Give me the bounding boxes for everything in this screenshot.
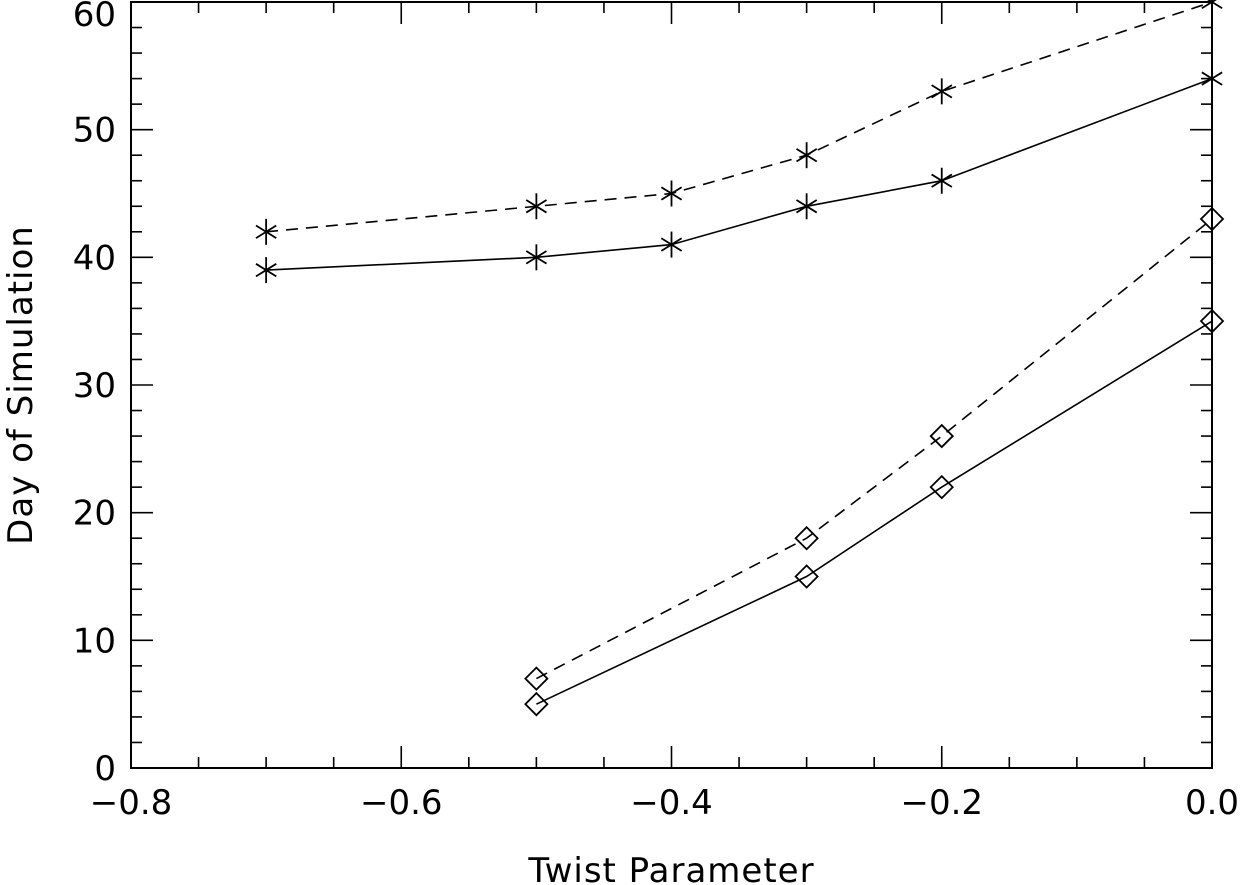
x-tick-label: −0.2 <box>900 783 983 823</box>
y-tick-label: 10 <box>73 621 116 661</box>
asterisk-marker <box>255 218 277 245</box>
y-tick-label: 0 <box>94 749 116 789</box>
x-tick-label: 0.0 <box>1185 783 1239 823</box>
diamond-marker <box>929 423 955 449</box>
asterisk-marker <box>255 257 277 284</box>
x-axis-title: Twist Parameter <box>527 851 814 885</box>
diamond-marker <box>929 474 955 500</box>
series-line-2 <box>266 77 1213 271</box>
asterisk-marker <box>931 167 953 194</box>
plot-frame <box>130 1 1213 769</box>
series-line-4 <box>536 320 1213 705</box>
x-tick-label: −0.8 <box>90 783 173 823</box>
y-tick-label: 30 <box>73 366 116 406</box>
y-tick-label: 40 <box>73 238 116 278</box>
diamond-marker <box>524 666 549 691</box>
x-tick-label: −0.6 <box>360 783 443 823</box>
axis-ticks <box>130 1 1213 769</box>
y-axis-title: Day of Simulation <box>1 225 41 545</box>
y-tick-label: 50 <box>73 111 116 151</box>
x-tick-label: −0.4 <box>630 783 713 823</box>
diamond-marker <box>524 691 549 717</box>
asterisk-marker <box>796 193 818 220</box>
asterisk-marker <box>660 231 683 258</box>
asterisk-marker <box>796 142 818 169</box>
asterisk-marker <box>931 78 953 105</box>
asterisk-marker <box>525 193 547 220</box>
y-tick-label: 60 <box>73 0 116 35</box>
tick-labels: −0.8 −0.6 −0.4 −0.2 0.0 0 10 20 30 40 50 60 <box>73 0 1239 823</box>
asterisk-marker <box>660 180 683 207</box>
series-line-1 <box>266 1 1213 233</box>
diamond-marker <box>794 564 819 589</box>
diamond-marker <box>794 525 819 551</box>
asterisk-marker <box>525 244 547 271</box>
series-line-3 <box>536 218 1213 680</box>
y-tick-label: 20 <box>73 494 116 534</box>
series-group <box>266 1 1213 705</box>
